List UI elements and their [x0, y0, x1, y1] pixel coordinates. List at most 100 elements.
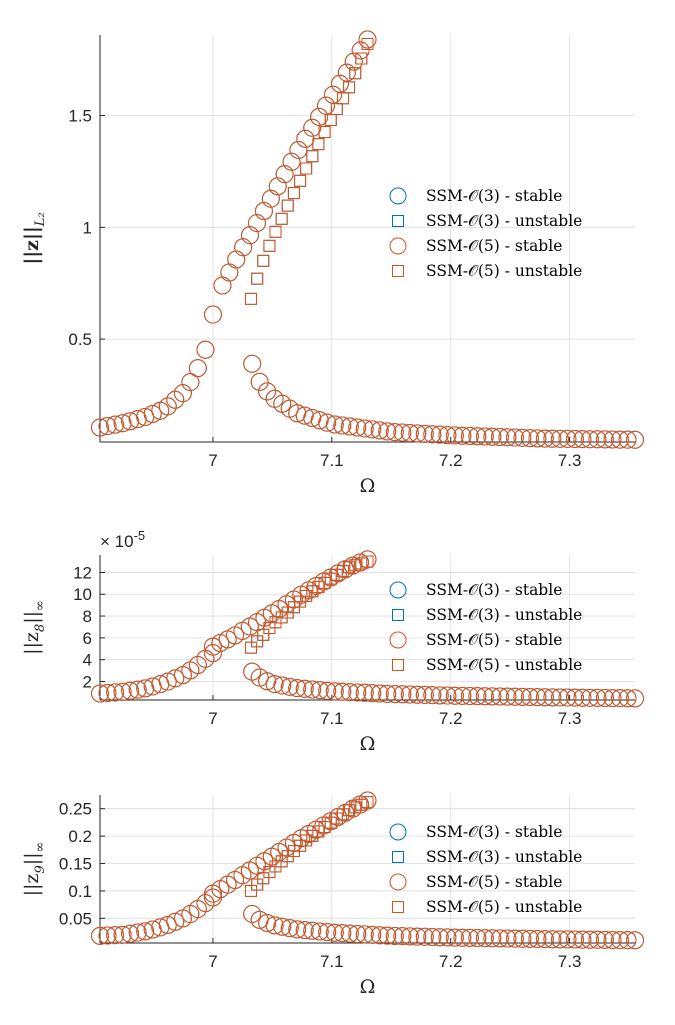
point-ssm5-stable	[280, 677, 299, 696]
point-ssm5-stable	[196, 649, 215, 668]
point-ssm5-unstable	[244, 884, 257, 897]
point-ssm5-stable	[136, 679, 155, 698]
point-ssm5-stable	[318, 413, 337, 432]
point-ssm5-stable	[520, 688, 539, 707]
point-ssm5-stable	[303, 118, 322, 137]
point-ssm5-stable	[348, 683, 367, 702]
x-tick-label: 7	[208, 952, 217, 971]
point-ssm5-stable	[400, 685, 419, 704]
point-ssm3-unstable	[244, 292, 257, 305]
point-ssm5-stable	[310, 107, 329, 126]
point-ssm5-stable	[558, 429, 577, 448]
legend-marker	[392, 609, 404, 621]
point-ssm5-stable	[333, 682, 352, 701]
point-ssm5-unstable	[312, 581, 325, 594]
point-ssm5-stable	[573, 688, 592, 707]
point-ssm5-unstable	[251, 635, 264, 648]
point-ssm5-stable	[573, 430, 592, 449]
point-ssm5-stable	[580, 430, 599, 449]
point-ssm5-stable	[565, 930, 584, 949]
point-ssm5-stable	[106, 683, 125, 702]
point-ssm5-unstable	[318, 821, 331, 834]
point-ssm5-stable	[310, 681, 329, 700]
y-axis-label: ||z9||∞	[21, 842, 48, 897]
x-tick-label: 7.3	[558, 952, 582, 971]
point-ssm5-stable	[254, 201, 273, 220]
point-ssm5-stable	[296, 129, 315, 148]
point-ssm5-stable	[468, 427, 487, 446]
point-ssm3-unstable	[257, 628, 270, 641]
point-ssm5-stable	[136, 922, 155, 941]
point-ssm5-stable	[550, 930, 569, 949]
legend-marker	[389, 237, 407, 255]
point-ssm5-stable	[98, 683, 117, 702]
point-ssm5-stable	[603, 930, 622, 949]
point-ssm5-stable	[128, 680, 147, 699]
point-ssm5-unstable	[257, 254, 270, 267]
legend-entry: SSM-𝒪(5) - stable	[426, 237, 562, 255]
point-ssm5-unstable	[281, 199, 294, 212]
point-ssm5-stable	[317, 96, 336, 115]
x-tick-label: 7.3	[558, 709, 582, 728]
x-tick-label: 7.2	[439, 952, 463, 971]
point-ssm5-stable	[393, 927, 412, 946]
point-ssm5-stable	[415, 685, 434, 704]
point-ssm5-stable	[513, 687, 532, 706]
point-ssm3-unstable	[251, 272, 264, 285]
point-ssm5-stable	[273, 917, 292, 936]
y-axis-label: ||z8||∞	[21, 600, 48, 655]
point-ssm5-stable	[438, 928, 457, 947]
point-ssm5-stable	[505, 428, 524, 447]
point-ssm5-stable	[351, 553, 370, 572]
point-ssm5-stable	[430, 928, 449, 947]
point-ssm5-stable	[188, 900, 207, 919]
x-tick-label: 7.3	[558, 451, 582, 470]
legend-entry: SSM-𝒪(3) - unstable	[426, 606, 582, 624]
point-ssm5-stable	[535, 688, 554, 707]
point-ssm5-stable	[355, 925, 374, 944]
point-ssm5-stable	[196, 894, 215, 913]
point-ssm5-unstable	[324, 572, 337, 585]
point-ssm5-stable	[385, 423, 404, 442]
point-ssm5-stable	[423, 425, 442, 444]
point-ssm5-stable	[535, 429, 554, 448]
legend-marker	[389, 581, 407, 599]
x-axis-label: Ω	[360, 475, 376, 497]
point-ssm5-stable	[475, 687, 494, 706]
point-ssm5-stable	[295, 679, 314, 698]
point-ssm5-stable	[611, 931, 630, 950]
point-ssm5-stable	[280, 919, 299, 938]
point-ssm5-stable	[188, 359, 207, 378]
point-ssm3-unstable	[294, 174, 307, 187]
point-ssm5-stable	[273, 676, 292, 695]
point-ssm5-stable	[351, 41, 370, 60]
y-tick-label: 8	[83, 607, 92, 626]
x-tick-label: 7.1	[320, 952, 344, 971]
point-ssm5-unstable	[361, 796, 374, 809]
point-ssm3-unstable	[257, 254, 270, 267]
point-ssm5-stable	[580, 930, 599, 949]
point-ssm5-stable	[460, 928, 479, 947]
point-ssm5-stable	[158, 397, 177, 416]
point-ssm5-stable	[453, 686, 472, 705]
point-ssm5-stable	[370, 926, 389, 945]
point-ssm5-stable	[490, 929, 509, 948]
point-ssm5-stable	[565, 688, 584, 707]
point-ssm5-unstable	[324, 816, 337, 829]
point-ssm5-stable	[265, 916, 284, 935]
point-ssm3-unstable	[330, 103, 343, 116]
point-ssm5-stable	[258, 382, 277, 401]
y-tick-label: 10	[73, 585, 92, 604]
point-ssm5-stable	[626, 689, 644, 708]
point-ssm5-unstable	[312, 138, 325, 151]
x-axis-label: Ω	[360, 733, 376, 755]
point-ssm3-unstable	[263, 239, 276, 252]
legend-entry: SSM-𝒪(3) - unstable	[426, 848, 582, 866]
legend-marker	[392, 215, 404, 227]
point-ssm5-stable	[438, 686, 457, 705]
point-ssm5-unstable	[343, 804, 356, 817]
point-ssm5-stable	[520, 429, 539, 448]
legend-entry: SSM-𝒪(5) - unstable	[426, 656, 582, 674]
point-ssm5-stable	[158, 915, 177, 934]
panel-1: 7 7.1 7.2 7.3 0.5 1 1.5 Ω ||z||L₂ SSM-𝒪(3) - stab…	[21, 30, 644, 497]
